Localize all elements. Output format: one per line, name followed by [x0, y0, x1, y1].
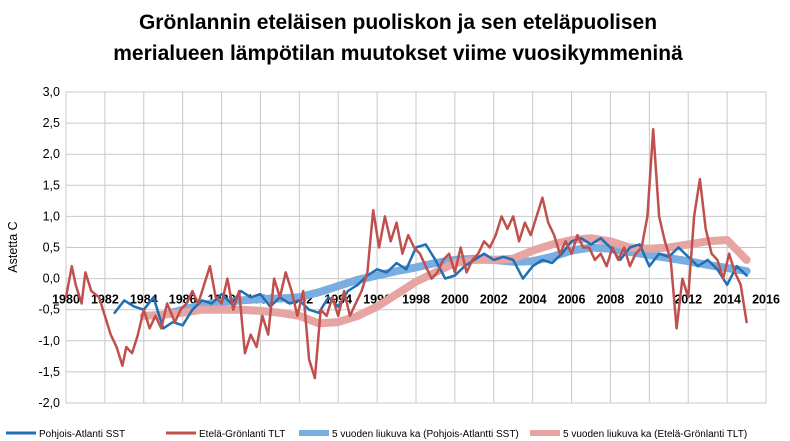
y-tick-label: 0,0	[43, 272, 60, 286]
y-tick-label: 1,0	[43, 209, 60, 223]
x-tick-label: 2010	[635, 293, 663, 307]
y-tick-label: 1,5	[43, 178, 60, 192]
chart-title-line-2: merialueen lämpötilan muutokset viime vu…	[113, 42, 683, 65]
x-tick-label: 2004	[519, 293, 547, 307]
y-tick-label: 0,5	[43, 241, 60, 255]
y-tick-labels: 3,0 2,5 2,0 1,5 1,0 0,5 0,0 -0,5 -1,0 -1,5 -2,0	[38, 85, 60, 410]
series-line-4	[139, 234, 751, 328]
y-axis-label: Astetta C	[6, 221, 20, 272]
y-tick-label: -1,0	[38, 334, 60, 348]
y-tick-label: -1,5	[38, 365, 60, 379]
series-line-2	[64, 128, 748, 380]
x-tick-label: 2006	[558, 293, 586, 307]
y-tick-label: -0,5	[38, 303, 60, 317]
x-tick-label: 2002	[480, 293, 508, 307]
y-tick-label: 2,0	[43, 147, 60, 161]
legend-label: 5 vuoden liukuva ka (Pohjois-Atlantti SS…	[332, 429, 519, 440]
legend-label: Etelä-Grönlanti TLT	[199, 429, 285, 440]
legend-label: 5 vuoden liukuva ka (Etelä-Grönlanti TLT…	[563, 429, 747, 440]
y-tick-label: -2,0	[38, 396, 60, 410]
x-tick-label: 1980	[52, 293, 80, 307]
x-tick-label: 2000	[441, 293, 469, 307]
y-tick-label: 2,5	[43, 116, 60, 130]
x-tick-label: 1998	[402, 293, 430, 307]
legend-label: Pohjois-Atlanti SST	[39, 429, 125, 440]
series-layer	[64, 128, 751, 380]
chart-title-line-1: Grönlannin eteläisen puoliskon ja sen et…	[139, 11, 657, 34]
x-tick-label: 2014	[713, 293, 741, 307]
x-tick-label: 1984	[130, 293, 158, 307]
x-tick-label: 2016	[752, 293, 780, 307]
x-tick-label: 2008	[597, 293, 625, 307]
y-tick-label: 3,0	[43, 85, 60, 99]
legend: Pohjois-Atlanti SST Etelä-Grönlanti TLT 5 …	[6, 429, 747, 440]
